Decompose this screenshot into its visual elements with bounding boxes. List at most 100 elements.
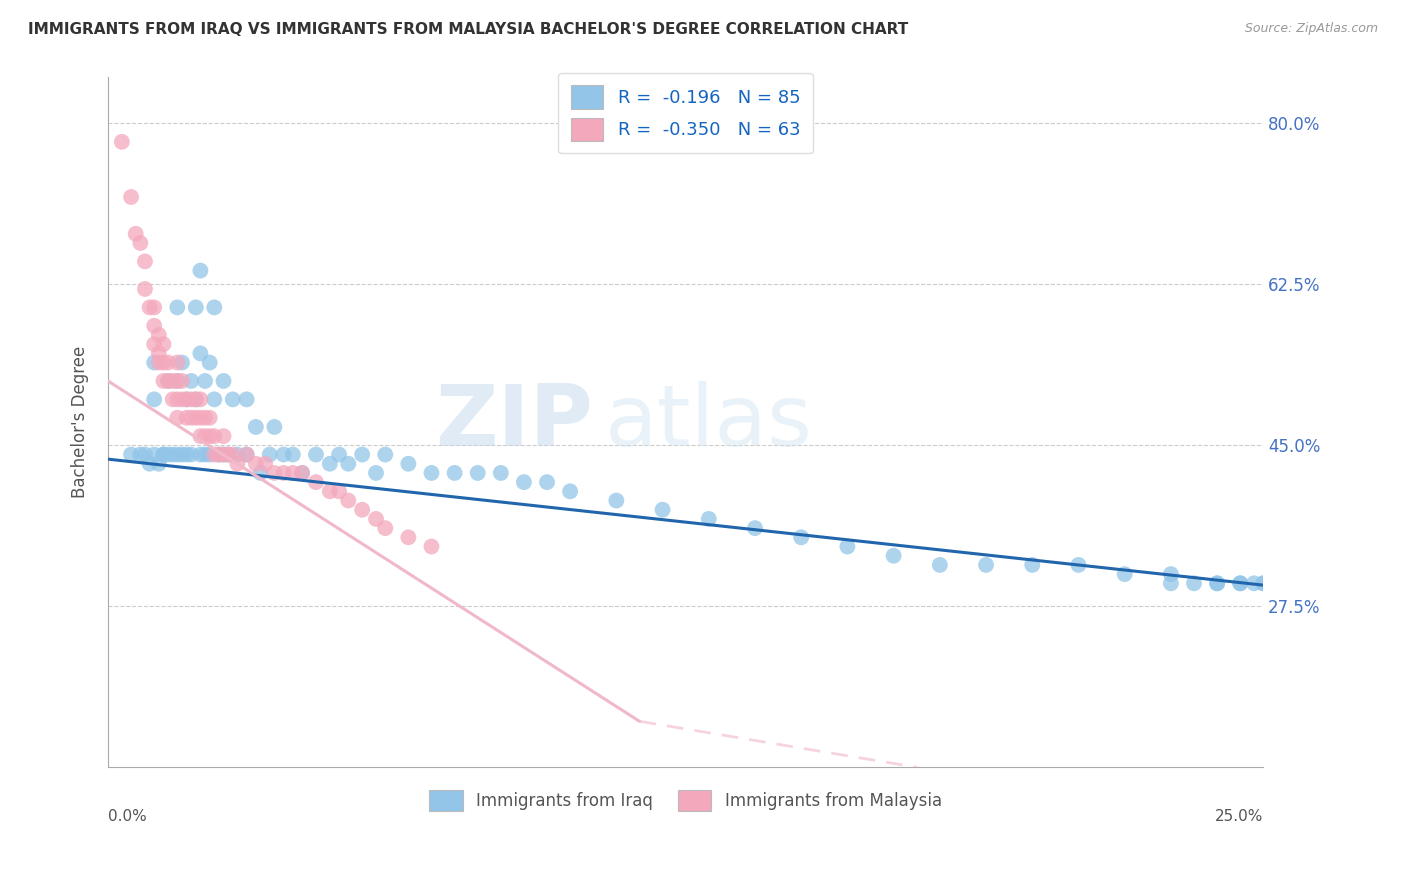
Point	[212, 448, 235, 462]
Point	[120, 190, 142, 204]
Text: 0.0%: 0.0%	[108, 809, 146, 823]
Point	[184, 301, 207, 315]
Point	[176, 392, 198, 407]
Point	[180, 374, 202, 388]
Point	[420, 540, 443, 554]
Point	[202, 301, 225, 315]
Point	[194, 374, 217, 388]
Point	[152, 337, 174, 351]
Point	[194, 410, 217, 425]
Point	[319, 484, 342, 499]
Point	[190, 346, 212, 360]
Point	[194, 448, 217, 462]
Point	[198, 429, 221, 443]
Point	[134, 282, 156, 296]
Point	[337, 457, 360, 471]
Point	[697, 512, 720, 526]
Point	[305, 475, 328, 490]
Point	[974, 558, 997, 572]
Point	[202, 429, 225, 443]
Point	[254, 457, 277, 471]
Point	[364, 466, 387, 480]
Point	[166, 410, 188, 425]
Point	[120, 448, 142, 462]
Point	[1114, 567, 1136, 582]
Point	[184, 392, 207, 407]
Point	[194, 429, 217, 443]
Point	[157, 374, 180, 388]
Point	[319, 457, 342, 471]
Point	[143, 301, 166, 315]
Point	[176, 410, 198, 425]
Point	[651, 502, 673, 516]
Point	[176, 392, 198, 407]
Point	[170, 374, 193, 388]
Point	[259, 448, 281, 462]
Point	[396, 530, 419, 544]
Point	[337, 493, 360, 508]
Point	[790, 530, 813, 544]
Point	[226, 448, 249, 462]
Point	[245, 457, 267, 471]
Point	[281, 448, 304, 462]
Point	[235, 448, 257, 462]
Text: Source: ZipAtlas.com: Source: ZipAtlas.com	[1244, 22, 1378, 36]
Point	[1243, 576, 1265, 591]
Point	[157, 355, 180, 369]
Point	[138, 457, 160, 471]
Point	[222, 448, 245, 462]
Point	[558, 484, 581, 499]
Point	[148, 355, 170, 369]
Point	[143, 318, 166, 333]
Point	[129, 235, 152, 250]
Point	[162, 392, 184, 407]
Point	[190, 448, 212, 462]
Point	[235, 392, 257, 407]
Point	[1253, 576, 1275, 591]
Point	[217, 448, 239, 462]
Point	[883, 549, 905, 563]
Point	[212, 429, 235, 443]
Point	[1160, 576, 1182, 591]
Point	[263, 420, 285, 434]
Point	[1229, 576, 1251, 591]
Point	[170, 448, 193, 462]
Point	[134, 254, 156, 268]
Point	[605, 493, 627, 508]
Point	[143, 337, 166, 351]
Point	[190, 410, 212, 425]
Point	[166, 374, 188, 388]
Point	[273, 448, 295, 462]
Point	[249, 466, 271, 480]
Point	[374, 521, 396, 535]
Point	[281, 466, 304, 480]
Point	[208, 448, 231, 462]
Point	[536, 475, 558, 490]
Point	[152, 448, 174, 462]
Point	[222, 392, 245, 407]
Text: ZIP: ZIP	[436, 381, 593, 464]
Point	[152, 374, 174, 388]
Point	[166, 374, 188, 388]
Point	[198, 410, 221, 425]
Point	[166, 448, 188, 462]
Point	[420, 466, 443, 480]
Legend: Immigrants from Iraq, Immigrants from Malaysia: Immigrants from Iraq, Immigrants from Ma…	[419, 780, 952, 821]
Point	[291, 466, 314, 480]
Point	[125, 227, 148, 241]
Point	[190, 392, 212, 407]
Point	[190, 263, 212, 277]
Point	[235, 448, 257, 462]
Point	[1160, 567, 1182, 582]
Point	[305, 448, 328, 462]
Point	[226, 457, 249, 471]
Point	[245, 420, 267, 434]
Point	[489, 466, 512, 480]
Point	[180, 410, 202, 425]
Point	[202, 448, 225, 462]
Point	[1182, 576, 1205, 591]
Point	[157, 374, 180, 388]
Point	[148, 457, 170, 471]
Point	[217, 448, 239, 462]
Point	[328, 448, 350, 462]
